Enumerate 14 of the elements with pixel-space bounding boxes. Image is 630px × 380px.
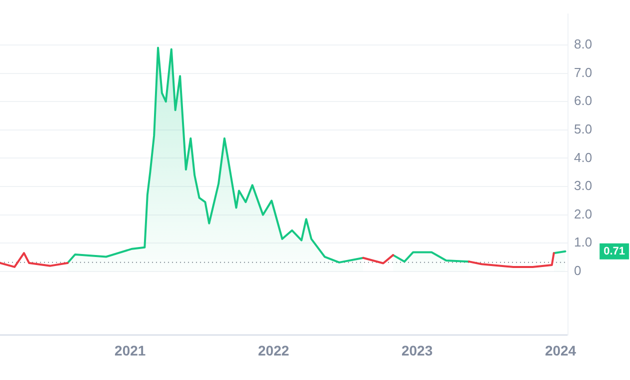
y-tick-label: 2.0 bbox=[574, 206, 592, 222]
x-tick-label: 2023 bbox=[401, 342, 433, 358]
y-tick-label: 0 bbox=[574, 263, 582, 278]
y-tick-label: 5.0 bbox=[574, 121, 592, 136]
x-tick-label: 2022 bbox=[258, 342, 290, 358]
text: 0.71 bbox=[604, 245, 626, 258]
y-tick-label: 7.0 bbox=[574, 64, 592, 80]
x-tick-label: 2024 bbox=[544, 342, 576, 358]
y-tick-label: 6.0 bbox=[574, 93, 592, 108]
y-tick-label: 4.0 bbox=[574, 150, 592, 165]
x-tick-label: 2021 bbox=[114, 342, 146, 358]
y-tick-label: 8.0 bbox=[574, 36, 592, 52]
y-tick-label: 1.0 bbox=[574, 234, 592, 250]
y-tick-label: 3.0 bbox=[574, 178, 592, 194]
